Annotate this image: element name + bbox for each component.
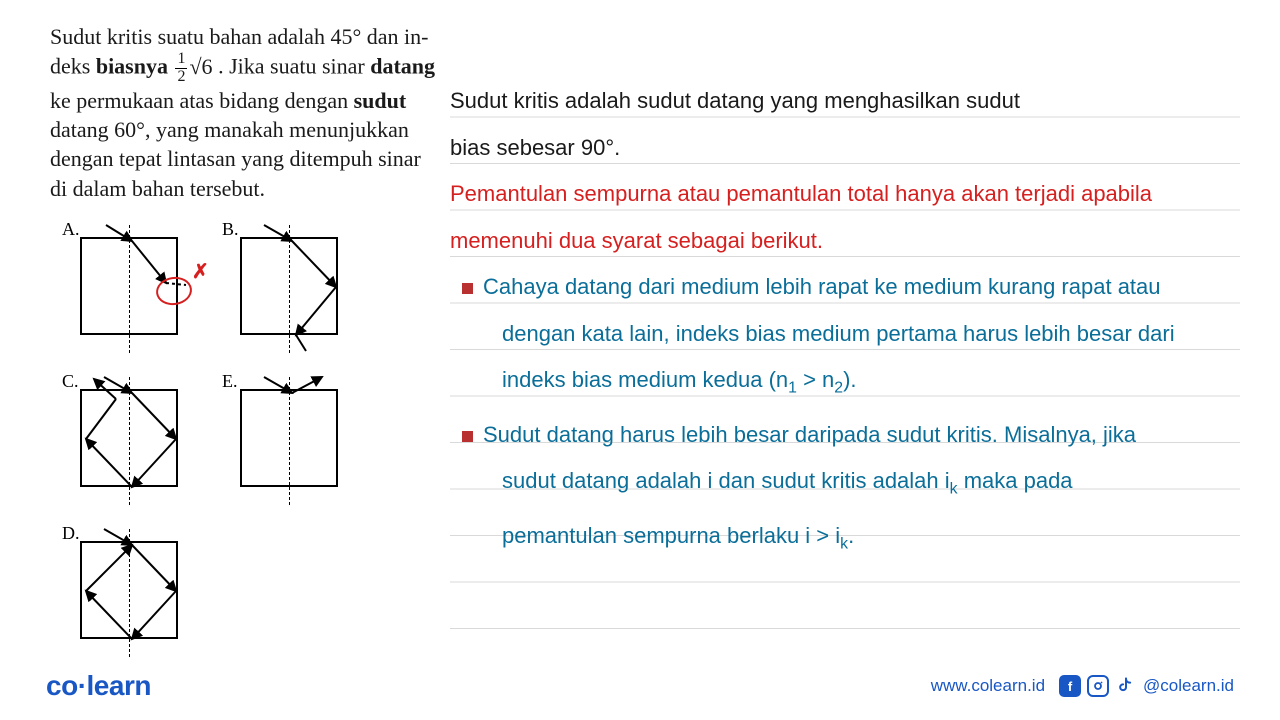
exp-b1b: dengan kata lain, indeks bias medium per… <box>450 311 1232 358</box>
option-d: D. <box>80 541 178 639</box>
q-bold3: sudut <box>354 88 407 113</box>
q-line3a: ke permukaan atas bidang dengan <box>50 88 354 113</box>
exp-b1c: indeks bias medium kedua (n1 > n2). <box>450 357 1232 412</box>
q-line2a: deks <box>50 54 96 79</box>
ray-diagram-e <box>236 375 346 505</box>
dashed-normal <box>129 225 130 353</box>
option-d-diagram <box>80 541 178 639</box>
instagram-icon <box>1087 675 1109 697</box>
dashed-normal <box>129 377 130 505</box>
ray-diagram-b <box>236 223 346 353</box>
explanation-panel: Sudut kritis adalah sudut datang yang me… <box>440 22 1240 661</box>
footer: co·learn www.colearn.id f @colearn.id <box>0 670 1280 702</box>
options-grid: A. ✗ B. <box>50 209 440 659</box>
footer-handle: @colearn.id <box>1143 676 1234 696</box>
q-line5: dengan tepat lintasan yang ditempuh sina… <box>50 146 421 171</box>
exp-red1: Pemantulan sempurna atau pemantulan tota… <box>450 181 1152 206</box>
q-bold2: datang <box>370 54 435 79</box>
exp-bullet2: Sudut datang harus lebih besar daripada … <box>450 422 1136 447</box>
bullet-icon <box>462 431 473 442</box>
option-a: A. ✗ <box>80 237 178 335</box>
facebook-icon: f <box>1059 675 1081 697</box>
option-c: C. <box>80 389 178 487</box>
exp-b2b: sudut datang adalah i dan sudut kritis a… <box>450 458 1232 513</box>
footer-right: www.colearn.id f @colearn.id <box>931 675 1234 697</box>
option-c-diagram <box>80 389 178 487</box>
option-b-diagram <box>240 237 338 335</box>
q-line6: di dalam bahan tersebut. <box>50 176 265 201</box>
option-c-label: C. <box>62 371 79 392</box>
option-b-label: B. <box>222 219 239 240</box>
tiktok-icon <box>1115 675 1137 697</box>
option-a-diagram: ✗ <box>80 237 178 335</box>
red-cross-annotation: ✗ <box>192 259 209 284</box>
exp-p1: Sudut kritis adalah sudut datang yang me… <box>450 88 1020 113</box>
exp-bullet1: Cahaya datang dari medium lebih rapat ke… <box>450 274 1161 299</box>
dashed-normal <box>289 225 290 353</box>
q-line2b: . Jika suatu sinar <box>213 54 371 79</box>
option-b: B. <box>240 237 338 335</box>
exp-red2: memenuhi dua syarat sebagai berikut. <box>450 228 823 253</box>
option-e: E. <box>240 389 338 487</box>
q-line4: datang 60°, yang manakah menunjukkan <box>50 117 409 142</box>
q-bold1: biasnya <box>96 54 168 79</box>
dashed-normal <box>289 377 290 505</box>
exp-p2: bias sebesar 90°. <box>450 135 620 160</box>
ray-diagram-d <box>76 527 186 657</box>
exp-b2c: pemantulan sempurna berlaku i > ik. <box>450 513 1232 568</box>
option-d-label: D. <box>62 523 80 544</box>
fraction-half: 12 <box>175 51 187 86</box>
option-e-diagram <box>240 389 338 487</box>
brand-logo: co·learn <box>46 670 151 702</box>
ray-diagram-c <box>76 375 186 505</box>
q-line1: Sudut kritis suatu bahan adalah 45° dan … <box>50 24 428 49</box>
red-circle-annotation <box>154 274 194 307</box>
question-text: Sudut kritis suatu bahan adalah 45° dan … <box>50 22 440 203</box>
social-icons: f @colearn.id <box>1059 675 1234 697</box>
bullet-icon <box>462 283 473 294</box>
sqrt-six: √6 <box>189 52 212 81</box>
footer-url: www.colearn.id <box>931 676 1045 696</box>
option-e-label: E. <box>222 371 238 392</box>
option-a-label: A. <box>62 219 80 240</box>
dashed-normal <box>129 529 130 657</box>
